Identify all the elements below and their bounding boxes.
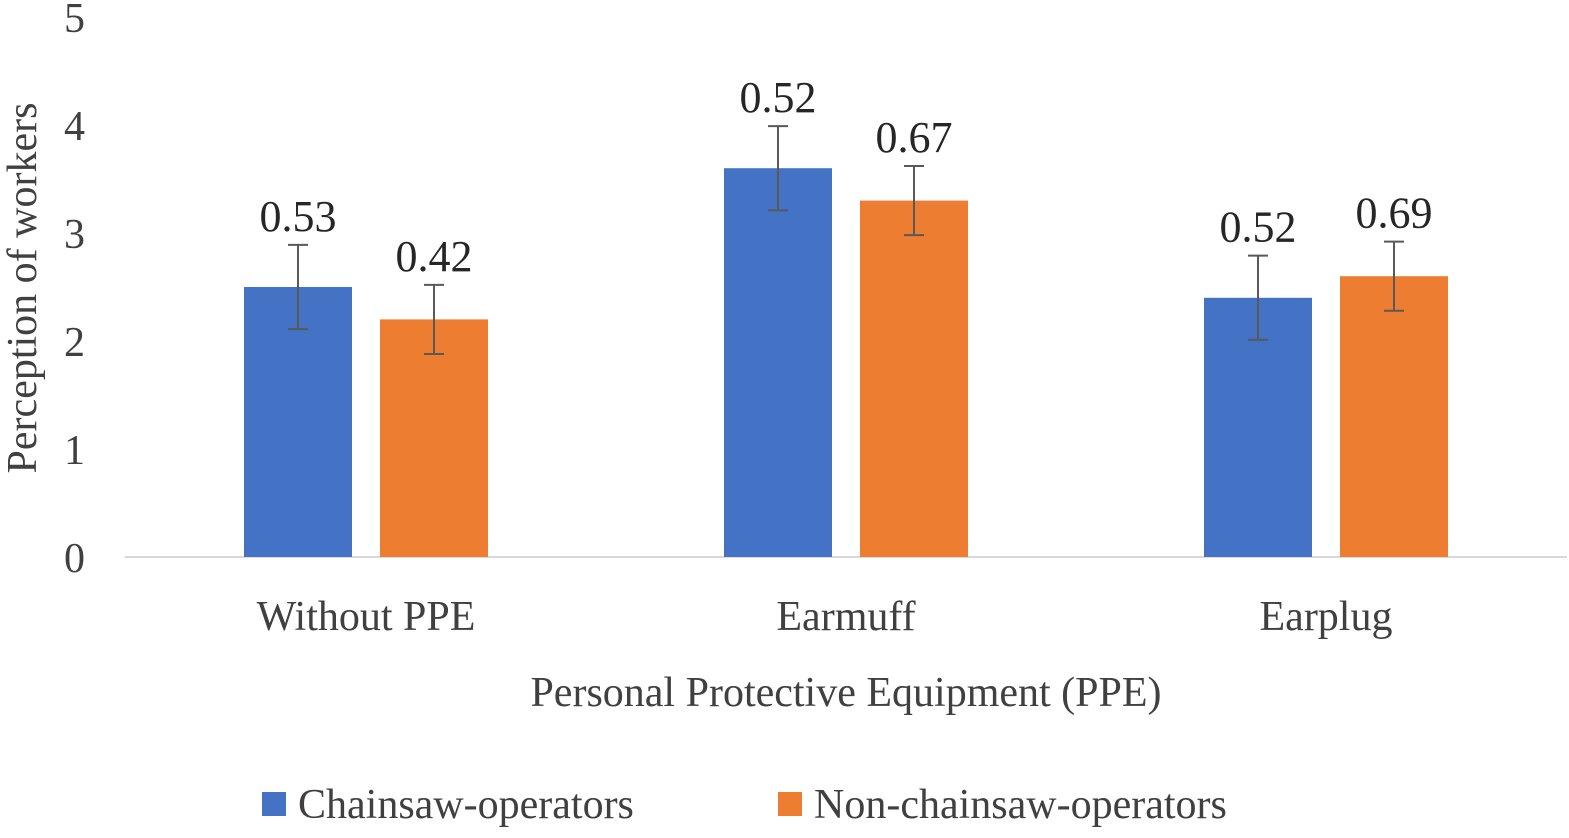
bar-non-chainsaw-0 (380, 319, 488, 557)
x-category-label: Without PPE (257, 594, 476, 640)
bar-non-chainsaw-1 (860, 200, 968, 557)
bar-chainsaw-0 (244, 287, 352, 557)
y-tick-label: 1 (64, 428, 85, 474)
legend-label: Chainsaw-operators (298, 782, 634, 828)
data-label: 0.52 (1220, 203, 1297, 252)
bars: 0.53 0.52 0.52 0.42 0.67 0.69 (244, 73, 1448, 557)
legend-swatch (262, 792, 286, 816)
legend: Chainsaw-operators Non-chainsaw-operators (262, 782, 1227, 828)
x-axis-categories: Without PPE Earmuff Earplug (257, 594, 1393, 640)
y-tick-label: 3 (64, 212, 85, 258)
x-category-label: Earmuff (776, 594, 915, 640)
y-axis-title: Perception of workers (0, 103, 46, 474)
error-bar (1384, 240, 1404, 312)
y-tick-label: 0 (64, 536, 85, 582)
error-bar (288, 243, 308, 331)
bar-non-chainsaw-2 (1340, 276, 1448, 557)
error-bar (904, 165, 924, 237)
data-label: 0.52 (740, 73, 817, 122)
legend-label: Non-chainsaw-operators (814, 782, 1227, 828)
x-category-label: Earplug (1260, 594, 1393, 640)
error-bar (768, 125, 788, 212)
y-tick-label: 4 (64, 104, 85, 150)
data-label: 0.53 (260, 192, 337, 241)
bar-chainsaw-2 (1204, 297, 1312, 557)
error-bar (424, 283, 444, 355)
data-label: 0.42 (396, 232, 473, 281)
x-axis-title: Personal Protective Equipment (PPE) (530, 670, 1161, 716)
y-tick-label: 5 (64, 0, 85, 42)
y-tick-label: 2 (64, 320, 85, 366)
legend-swatch (778, 792, 802, 816)
data-label: 0.67 (876, 113, 953, 162)
data-label: 0.69 (1356, 189, 1433, 238)
error-bar (1248, 254, 1268, 341)
bar-chainsaw-1 (724, 168, 832, 557)
y-axis-ticks: 0 1 2 3 4 5 (64, 0, 85, 582)
